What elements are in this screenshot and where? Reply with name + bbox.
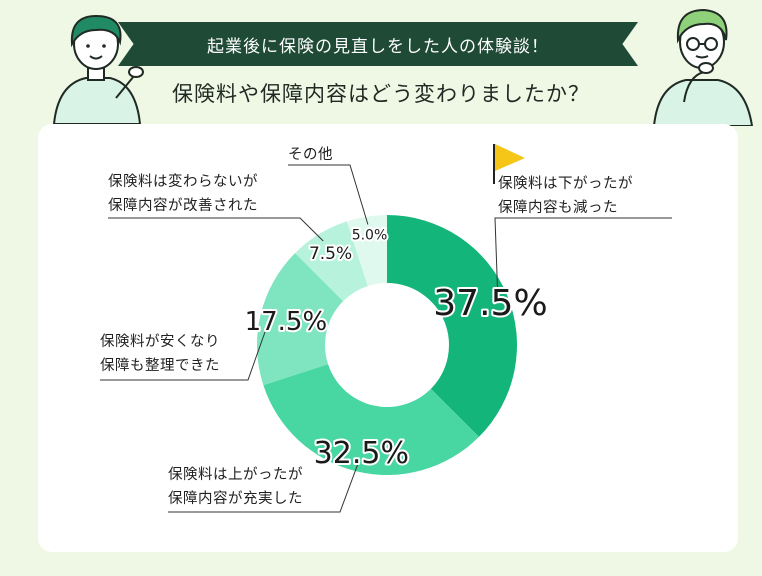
person-left-illustration xyxy=(52,14,144,125)
leader-line-4 xyxy=(288,164,369,225)
chart-question: 保険料や保障内容はどう変わりましたか？ xyxy=(172,82,590,106)
slice-label-0: 保険料は下がったが 保障内容も減った xyxy=(498,176,633,216)
leader-line-1 xyxy=(168,459,360,513)
slice-1 xyxy=(263,364,479,475)
slice-0 xyxy=(387,215,517,437)
slice-2 xyxy=(257,253,344,386)
slice-4 xyxy=(346,215,387,287)
slice-value-2: 17.5% xyxy=(245,307,328,337)
slice-value-4: 5.0% xyxy=(352,227,388,243)
title-banner: 起業後に保険の見直しをした人の体験談！ xyxy=(118,22,638,66)
slice-label-4: その他 xyxy=(288,147,333,163)
flag-icon xyxy=(493,144,525,184)
slice-3 xyxy=(295,221,368,302)
slice-value-1: 32.5% xyxy=(314,436,409,471)
slice-label-2: 保険料が安くなり 保障も整理できた xyxy=(100,334,220,374)
banner-title: 起業後に保険の見直しをした人の体験談！ xyxy=(207,36,549,57)
chart-card xyxy=(38,124,738,552)
slice-value-3: 7.5% xyxy=(309,244,352,264)
slice-label-1: 保険料は上がったが 保障内容が充実した xyxy=(168,467,303,507)
slice-label-3: 保険料は変わらないが 保障内容が改善された xyxy=(108,174,258,214)
leader-line-2 xyxy=(100,316,271,381)
person-right-illustration xyxy=(652,8,754,126)
leader-line-3 xyxy=(108,217,324,242)
slice-value-0: 37.5% xyxy=(433,283,547,324)
leader-line-0 xyxy=(494,217,672,300)
